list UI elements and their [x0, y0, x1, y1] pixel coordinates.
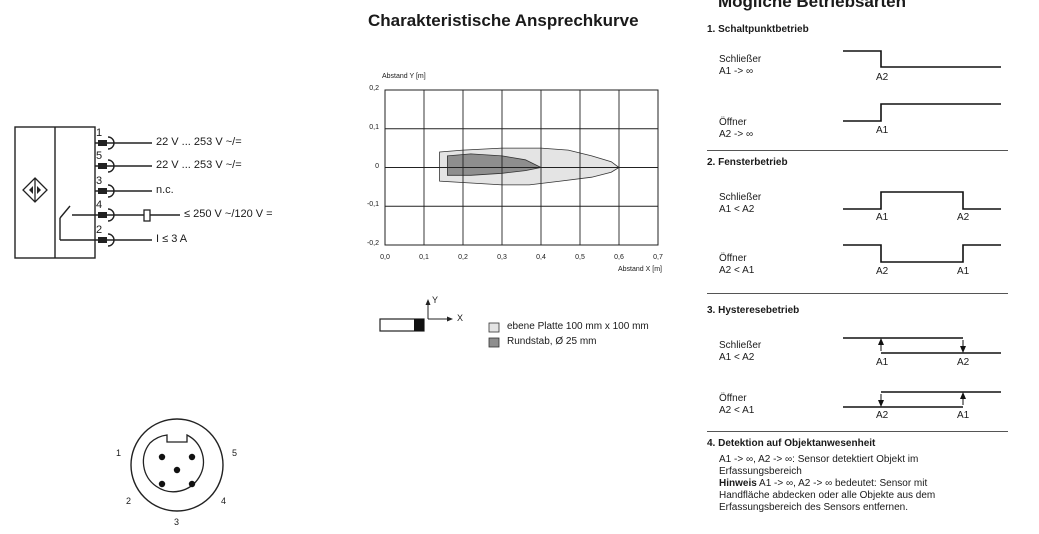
- round-bar-area: [446, 153, 543, 176]
- pin-label: I ≤ 3 A: [156, 233, 188, 245]
- pin-label: 22 V ... 253 V ~/=: [156, 136, 242, 148]
- x-axis-label: Abstand X [m]: [618, 266, 662, 273]
- switch-point-label: A2: [876, 410, 889, 421]
- mode-label: A2 < A1: [719, 405, 755, 416]
- connector-pin-label: 4: [221, 496, 227, 506]
- x-tick-label: 0,1: [419, 254, 429, 261]
- hint-line: Hinweis A1 -> ∞, A2 -> ∞ bedeutet: Senso…: [719, 478, 1009, 490]
- mode-label: Schließer: [719, 54, 762, 65]
- y-tick-label: -0,1: [366, 201, 379, 209]
- coord-x-label: X: [457, 313, 464, 323]
- mode-label: A1 -> ∞: [719, 66, 754, 77]
- coord-y-label: Y: [432, 295, 439, 305]
- pin-label: 22 V ... 253 V ~/=: [156, 159, 242, 171]
- pin-number: 5: [96, 150, 103, 162]
- mode-label: A1 < A2: [719, 204, 755, 215]
- hint-line: Handfläche abdecken oder alle Objekte au…: [719, 490, 936, 501]
- switch-point-label: A1: [876, 125, 889, 136]
- pin-number: 4: [96, 199, 103, 211]
- x-tick-label: 0,3: [497, 254, 507, 261]
- pin-number: 2: [96, 224, 103, 236]
- description-line: Erfassungsbereich: [719, 466, 802, 477]
- switch-point-label: A1: [957, 266, 970, 277]
- section-title: 2. Fensterbetrieb: [707, 157, 788, 168]
- legend-round-bar: Rundstab, Ø 25 mm: [507, 336, 597, 347]
- x-tick-label: 0,6: [614, 254, 624, 261]
- mode-label: A1 < A2: [719, 352, 755, 363]
- connector-pin-label: 2: [126, 496, 132, 506]
- mode-label: A2 < A1: [719, 265, 755, 276]
- sensor-symbol-icon: [22, 177, 48, 203]
- y-tick-label: 0: [375, 162, 379, 170]
- section-title: 4. Detektion auf Objektanwesenheit: [707, 438, 876, 449]
- divider: [707, 431, 1008, 432]
- section-title: 3. Hysteresebetrieb: [707, 305, 800, 316]
- chart-title: Charakteristische Ansprechkurve: [368, 11, 639, 30]
- divider: [707, 293, 1008, 294]
- mode-label: A2 -> ∞: [719, 129, 754, 140]
- y-tick-label: 0,2: [369, 85, 379, 92]
- connector-pin-label: 5: [232, 448, 238, 458]
- x-tick-label: 0,7: [653, 254, 663, 261]
- switch-icon: [59, 205, 95, 241]
- hint-text: A1 -> ∞, A2 -> ∞ bedeutet: Sensor mit: [756, 478, 928, 489]
- x-tick-label: 0,5: [575, 254, 585, 261]
- switch-point-label: A2: [876, 72, 889, 83]
- connector-pin-label: 3: [174, 517, 180, 527]
- pin-number: 3: [96, 175, 103, 187]
- switch-point-label: A1: [876, 212, 889, 223]
- x-tick-label: 0,0: [380, 254, 390, 261]
- description-line: A1 -> ∞, A2 -> ∞: Sensor detektiert Obje…: [719, 454, 919, 465]
- section-title: 1. Schaltpunktbetrieb: [707, 24, 809, 35]
- x-tick-label: 0,2: [458, 254, 468, 261]
- x-tick-label: 0,4: [536, 254, 546, 261]
- switch-point-label: A2: [957, 357, 970, 368]
- switch-point-label: A2: [876, 266, 889, 277]
- pin-label: ≤ 250 V ~/120 V =: [184, 208, 273, 220]
- switch-point-label: A1: [957, 410, 970, 421]
- switch-point-label: A1: [876, 357, 889, 368]
- connector-pin-label: 1: [116, 448, 122, 458]
- y-tick-label: -0,2: [366, 240, 379, 247]
- section-description: A1 -> ∞, A2 -> ∞: Sensor detektiert Obje…: [719, 454, 1009, 514]
- pin-number: 1: [96, 127, 103, 139]
- y-tick-label: 0,1: [369, 123, 379, 131]
- divider: [707, 150, 1008, 151]
- mode-label: Öffner: [719, 117, 747, 128]
- switch-point-label: A2: [957, 212, 970, 223]
- mode-label: Schließer: [719, 192, 762, 203]
- pin-label: n.c.: [156, 184, 174, 196]
- legend-flat-plate: ebene Platte 100 mm x 100 mm: [507, 321, 649, 332]
- hint-line: Erfassungsbereich des Sensors entfernen.: [719, 502, 908, 513]
- hint-label: Hinweis: [719, 478, 757, 489]
- mode-label: Schließer: [719, 340, 762, 351]
- modes-title: Mögliche Betriebsarten: [718, 0, 906, 11]
- y-axis-label: Abstand Y [m]: [382, 73, 426, 80]
- mode-label: Öffner: [719, 393, 747, 404]
- mode-label: Öffner: [719, 253, 747, 264]
